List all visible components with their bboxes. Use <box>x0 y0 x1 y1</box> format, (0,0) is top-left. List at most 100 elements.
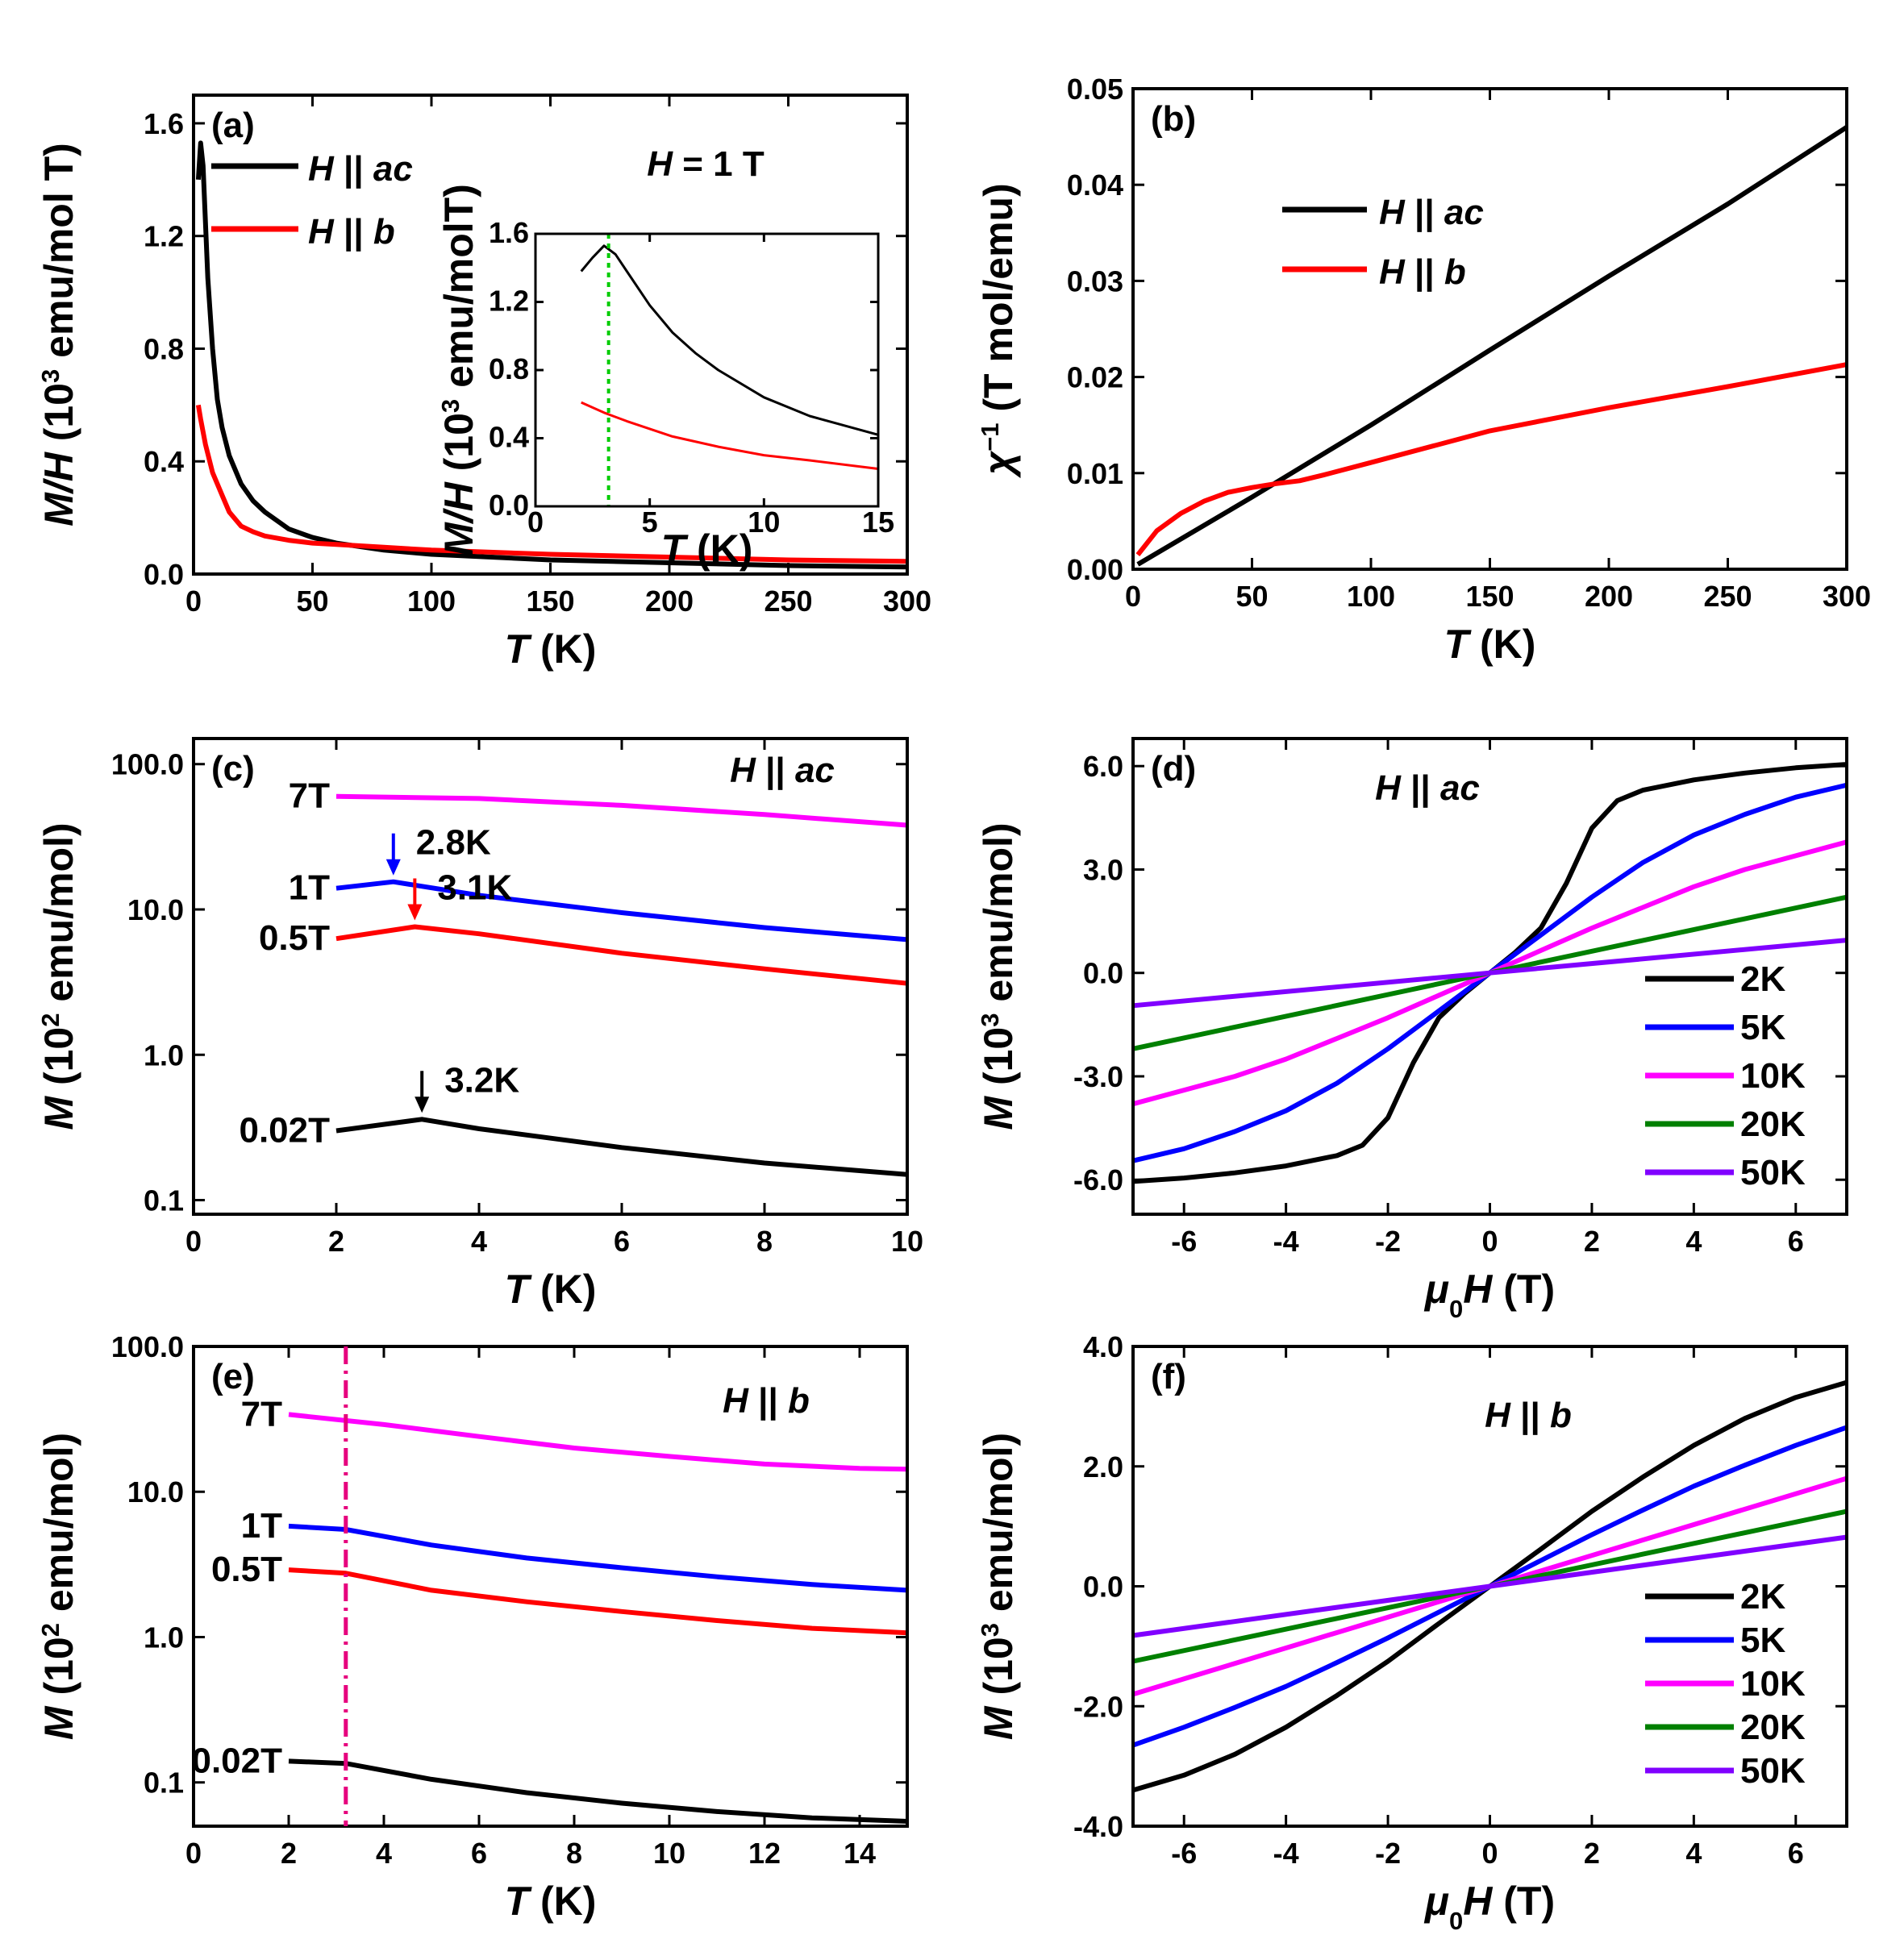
x-tick-label: 0 <box>1481 1837 1498 1870</box>
series-line-0.5T <box>335 924 908 986</box>
x-tick-label: 6 <box>614 1225 630 1258</box>
legend-label: H || ac <box>308 149 413 189</box>
y-tick-label: 0.01 <box>1067 457 1123 490</box>
series-label: 7T <box>241 1394 282 1434</box>
legend-label: 2K <box>1740 1577 1785 1617</box>
x-axis-label: T (K) <box>505 1267 597 1312</box>
x-tick-label: 10 <box>891 1225 923 1258</box>
y-tick-label: 0.4 <box>144 445 184 478</box>
x-tick-label: 50 <box>1235 580 1268 613</box>
x-tick-label: 2 <box>1584 1225 1600 1258</box>
y-tick-label: 1.6 <box>144 107 184 140</box>
legend-label: 50K <box>1740 1751 1806 1791</box>
y-tick-label: 100.0 <box>111 748 184 781</box>
inset: 0 5 10 15 0.0 0.4 0.8 1.2 1.6 T (K) M/H (103 emu/m… <box>436 184 895 572</box>
series-line-Hb <box>1135 362 1848 556</box>
series-label: 0.5T <box>259 918 330 958</box>
series-line-Hac <box>1136 125 1848 567</box>
x-tick-label: 100 <box>407 585 456 618</box>
y-axis-label: χ−1 (T mol/emu) <box>976 183 1022 478</box>
y-tick-label: 4.0 <box>1083 1330 1123 1363</box>
x-tick-label: 300 <box>883 585 931 618</box>
x-tick-label: 10 <box>748 506 780 539</box>
legend-label: H || b <box>308 212 395 252</box>
legend-label: H || ac <box>1379 193 1484 233</box>
series-label: 0.02T <box>191 1741 282 1780</box>
y-tick-label: 0.8 <box>144 332 184 365</box>
y-tick-label: 0.02 <box>1067 361 1123 394</box>
y-tick-label: 1.2 <box>489 285 529 318</box>
peak-label: 3.1K <box>437 868 512 907</box>
series-line-7T <box>288 1412 908 1472</box>
y-tick-label: 10.0 <box>127 1475 184 1508</box>
inset-x-axis-label: T (K) <box>661 526 753 572</box>
x-tick-label: 250 <box>1703 580 1752 613</box>
series-label: 7T <box>289 776 330 816</box>
x-tick-label: 8 <box>566 1837 582 1870</box>
series-label: 1T <box>241 1506 282 1546</box>
x-tick-label: -6 <box>1171 1225 1197 1258</box>
x-tick-label: 0 <box>527 506 544 539</box>
panel-e: 0 2 4 6 8 10 12 14 0.1 1.0 10.0 100.0 (e) T (K) M (102… <box>36 1330 909 1924</box>
series-label: 0.02T <box>239 1111 330 1151</box>
panel-label: (c) <box>211 749 255 789</box>
x-tick-label: 2 <box>328 1225 344 1258</box>
peak-arrow-head <box>407 904 423 921</box>
panel-label: (e) <box>211 1357 255 1396</box>
x-tick-label: 6 <box>471 1837 487 1870</box>
x-tick-label: -4 <box>1273 1225 1299 1258</box>
series-line-0.02T <box>335 1117 908 1177</box>
panel-f: -6 -4 -2 0 2 4 6 -4.0 -2.0 0.0 2.0 4.0 (f) μ0H (T) M (… <box>976 1330 1848 1935</box>
annotation: H || b <box>723 1381 810 1421</box>
x-tick-label: 2 <box>281 1837 297 1870</box>
x-tick-label: 4 <box>376 1837 392 1870</box>
y-tick-label: 0.04 <box>1067 169 1123 202</box>
peak-label: 3.2K <box>444 1060 519 1100</box>
legend-label: 20K <box>1740 1105 1806 1144</box>
y-tick-label: 1.6 <box>489 216 529 249</box>
x-tick-label: 200 <box>645 585 694 618</box>
y-tick-label: 1.0 <box>144 1038 184 1072</box>
x-tick-label: 5 <box>642 506 658 539</box>
series-line-Hac <box>580 244 879 436</box>
panel-b: 0 50 100 150 200 250 300 0.00 0.01 0.02 0.03 0.04 0.… <box>976 73 1872 667</box>
series-line-Hb <box>195 404 908 564</box>
y-tick-label: 0.8 <box>489 352 529 385</box>
legend-label: 10K <box>1740 1664 1806 1704</box>
y-axis-label: M (103 emu/mol) <box>976 822 1022 1130</box>
y-tick-label: -2.0 <box>1073 1690 1123 1723</box>
x-tick-label: 6 <box>1788 1837 1804 1870</box>
x-tick-label: 4 <box>1685 1837 1702 1870</box>
x-tick-label: 300 <box>1823 580 1871 613</box>
y-tick-label: 6.0 <box>1083 750 1123 783</box>
y-tick-label: -4.0 <box>1073 1810 1123 1843</box>
x-tick-label: 4 <box>471 1225 487 1258</box>
x-tick-label: 8 <box>756 1225 773 1258</box>
y-tick-label: 3.0 <box>1083 853 1123 886</box>
y-tick-label: 0.00 <box>1067 553 1123 586</box>
x-axis-label: μ0H (T) <box>1423 1267 1555 1323</box>
series-line-1T <box>335 879 908 943</box>
legend-label: 50K <box>1740 1153 1806 1192</box>
series-label: 0.5T <box>211 1550 282 1589</box>
x-axis-label: T (K) <box>1444 622 1536 667</box>
annotation: H || ac <box>730 751 835 791</box>
x-tick-label: -2 <box>1375 1837 1401 1870</box>
annotation: H || b <box>1485 1396 1572 1436</box>
series-line-Hac <box>195 140 908 570</box>
series-line-7T <box>335 793 908 828</box>
y-tick-label: 1.2 <box>144 220 184 253</box>
x-axis-label: T (K) <box>505 626 597 672</box>
panel-d: -6 -4 -2 0 2 4 6 -6.0 -3.0 0.0 3.0 6.0 (d) μ0H (T) M (… <box>976 737 1848 1323</box>
x-tick-label: 12 <box>748 1837 781 1870</box>
peak-label: 2.8K <box>416 823 491 863</box>
x-tick-label: 0 <box>1481 1225 1498 1258</box>
series-line-0.02T <box>288 1758 908 1824</box>
y-tick-label: 0.0 <box>1083 957 1123 990</box>
panel-label: (f) <box>1151 1357 1186 1396</box>
series-label: 1T <box>289 868 330 908</box>
y-tick-label: 0.03 <box>1067 264 1123 298</box>
x-tick-label: 2 <box>1584 1837 1600 1870</box>
